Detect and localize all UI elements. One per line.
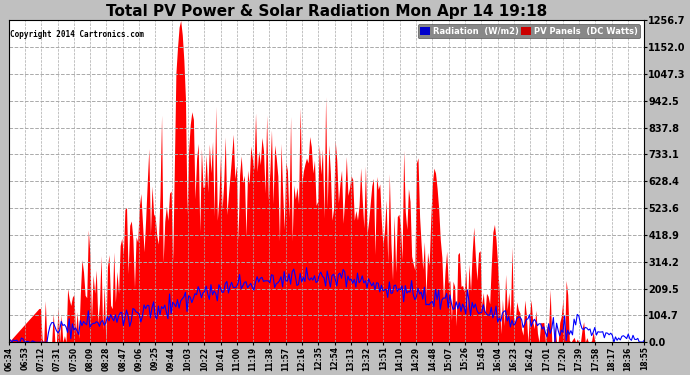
Title: Total PV Power & Solar Radiation Mon Apr 14 19:18: Total PV Power & Solar Radiation Mon Apr…: [106, 4, 547, 19]
Legend: Radiation  (W/m2), PV Panels  (DC Watts): Radiation (W/m2), PV Panels (DC Watts): [417, 24, 640, 39]
Text: Copyright 2014 Cartronics.com: Copyright 2014 Cartronics.com: [10, 30, 144, 39]
